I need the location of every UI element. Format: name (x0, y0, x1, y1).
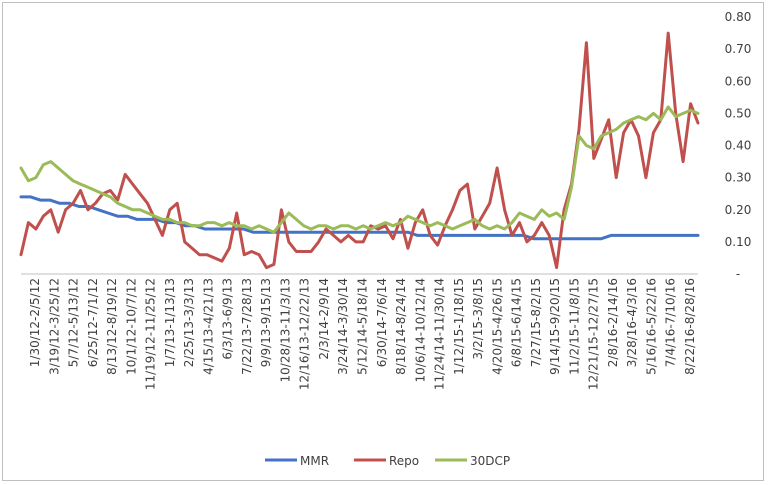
x-tick-label: 3/28/16-4/3/16 (625, 278, 639, 367)
y-tick-label: 0.80 (725, 10, 752, 24)
x-tick-label: 6/30/14-7/6/14 (375, 278, 389, 367)
x-tick-label: 2/8/16-2/14/16 (606, 278, 620, 367)
x-tick-label: 6/3/13-6/9/13 (221, 278, 235, 360)
x-tick-label: 4/15/13-4/21/13 (201, 278, 215, 375)
x-tick-label: 6/8/15-6/14/15 (510, 278, 524, 367)
y-tick-label: 0.10 (725, 235, 752, 249)
y-tick-label: 0.70 (725, 42, 752, 56)
x-tick-label: 4/20/15-4/26/15 (490, 278, 504, 375)
x-tick-label: 2/3/14-2/9/14 (317, 278, 331, 360)
x-tick-label: 9/14/15-9/20/15 (548, 278, 562, 375)
x-tick-label: 8/18/14-8/24/14 (394, 278, 408, 375)
x-tick-label: 6/25/12-7/1/12 (86, 278, 100, 367)
series-line-30dcp (19, 105, 700, 234)
x-tick-label: 11/19/12-11/25/12 (144, 278, 158, 390)
x-tick-label: 3/24/14-3/30/14 (336, 278, 350, 375)
line-chart: - 0.10 0.20 0.30 0.40 0.50 0.60 0.70 0.80 1/30/12… (19, 10, 752, 468)
x-tick-label: 7/4/16-7/10/16 (664, 278, 678, 367)
x-tick-label: 10/1/12-10/7/12 (124, 278, 138, 375)
series-line-mmr (19, 195, 700, 241)
y-tick-label: 0.50 (725, 106, 752, 120)
y-tick-label: 0.40 (725, 139, 752, 153)
legend-label-mmr: MMR (300, 454, 329, 468)
x-tick-label: 8/22/16-8/28/16 (683, 278, 697, 375)
series-line-repo (19, 31, 700, 270)
y-tick-label: 0.20 (725, 203, 752, 217)
x-tick-label: 2/25/13-3/3/13 (182, 278, 196, 367)
x-tick-label: 5/12/14-5/18/14 (356, 278, 370, 375)
x-tick-label: 10/6/14-10/12/14 (413, 278, 427, 382)
x-tick-label: 1/30/12-2/5/12 (28, 278, 42, 367)
x-tick-label: 3/19/12-3/25/12 (47, 278, 61, 375)
x-tick-label: 9/9/13-9/15/13 (259, 278, 273, 367)
y-tick-label: 0.30 (725, 171, 752, 185)
x-tick-label: 5/7/12-5/13/12 (67, 278, 81, 367)
x-tick-label: 12/21/15-12/27/15 (587, 278, 601, 390)
y-tick-label: - (736, 267, 740, 281)
legend-label-repo: Repo (389, 454, 419, 468)
x-tick-label: 7/22/13-7/28/13 (240, 278, 254, 375)
x-tick-label: 5/16/16-5/22/16 (644, 278, 658, 375)
x-tick-label: 7/27/15-8/2/15 (529, 278, 543, 367)
x-tick-label: 1/7/13-1/13/13 (163, 278, 177, 367)
x-tick-label: 11/24/14-11/30/14 (433, 278, 447, 390)
x-tick-label: 10/28/13-11/3/13 (278, 278, 292, 382)
x-tick-label: 11/2/15-11/8/15 (567, 278, 581, 375)
legend-label-30dcp: 30DCP (470, 454, 510, 468)
x-tick-label: 12/16/13-12/22/13 (298, 278, 312, 390)
chart-frame: - 0.10 0.20 0.30 0.40 0.50 0.60 0.70 0.80 1/30/12… (2, 2, 764, 481)
x-tick-label: 3/2/15-3/8/15 (471, 278, 485, 360)
x-tick-label: 8/13/12-8/19/12 (105, 278, 119, 375)
x-tick-label: 1/12/15-1/18/15 (452, 278, 466, 375)
y-tick-label: 0.60 (725, 74, 752, 88)
